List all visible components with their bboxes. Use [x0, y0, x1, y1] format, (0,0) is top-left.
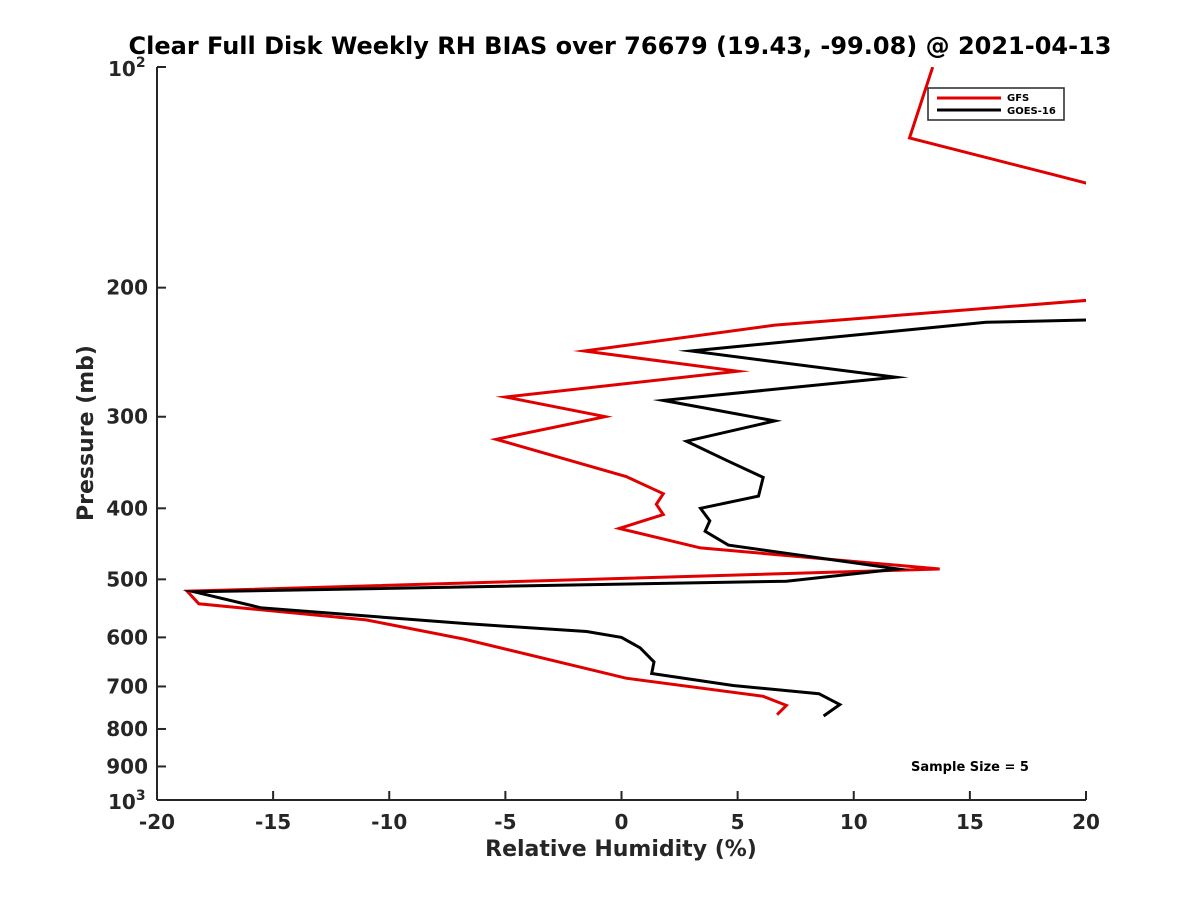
legend-gfs-label: GFS: [1007, 93, 1029, 104]
x-tick-label: 15: [956, 810, 984, 834]
y-tick-label: 400: [106, 496, 148, 520]
x-tick-label: 0: [615, 810, 629, 834]
y-tick-exponent: 3: [136, 788, 146, 804]
series-line-goes-16: [182, 317, 1086, 718]
y-tick-label: 700: [106, 674, 148, 698]
y-axis-label: Pressure (mb): [74, 345, 99, 521]
y-tick-base: 10: [108, 57, 136, 81]
plot-axes: [156, 67, 1086, 801]
y-tick-label: 900: [106, 754, 148, 778]
y-tick-label: 500: [106, 567, 148, 591]
y-tick-label-power: 102: [108, 55, 146, 81]
series-layer: [182, 67, 1086, 718]
x-tick-label: -20: [139, 810, 175, 834]
chart-title: Clear Full Disk Weekly RH BIAS over 7667…: [129, 32, 1112, 60]
x-axis-label: Relative Humidity (%): [485, 837, 757, 862]
legend: GFS GOES-16: [927, 87, 1065, 121]
x-tick-label: 10: [840, 810, 868, 834]
y-tick-label: 300: [106, 405, 148, 429]
sample-size-note: Sample Size = 5: [911, 760, 1029, 775]
y-tick-exponent: 2: [136, 55, 146, 71]
x-tick-label: -5: [494, 810, 516, 834]
x-tick-label: 5: [731, 810, 745, 834]
series-line-gfs: [183, 67, 1086, 716]
y-tick-label: 600: [106, 625, 148, 649]
x-tick-label: -10: [371, 810, 407, 834]
x-tick-label: -15: [255, 810, 291, 834]
legend-box: [927, 87, 1065, 121]
y-tick-label-power: 103: [108, 788, 146, 814]
y-tick-label: 800: [106, 717, 148, 741]
x-ticks: -20 -15 -10 -5 0 5 10 15 20: [139, 791, 1100, 834]
x-tick-label: 20: [1072, 810, 1100, 834]
y-tick-label: 200: [106, 276, 148, 300]
legend-goes16-label: GOES-16: [1007, 106, 1056, 117]
y-tick-base: 10: [108, 790, 136, 814]
